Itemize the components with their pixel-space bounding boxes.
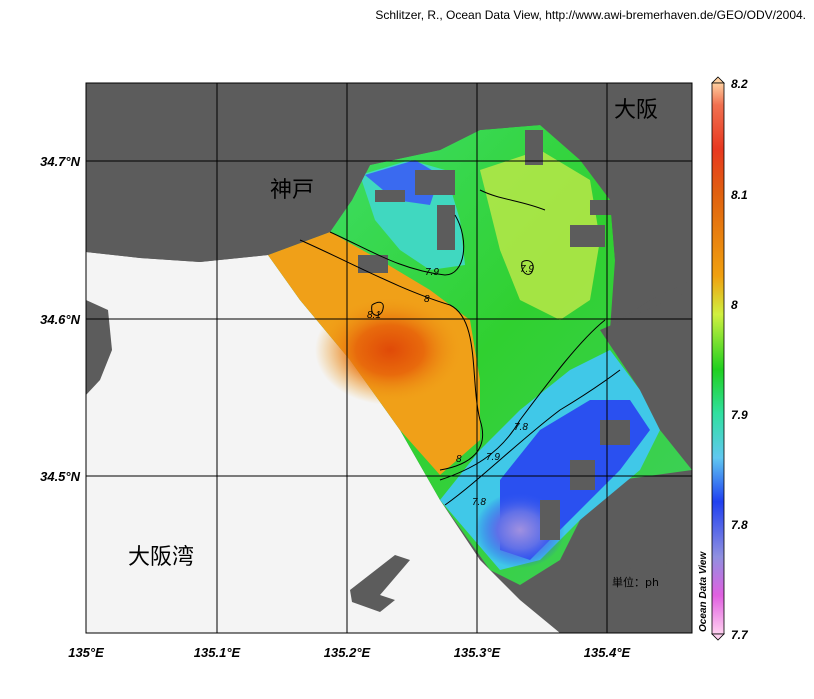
place-osaka: 大阪 <box>614 98 658 123</box>
colorbar-tick-8: 8 <box>731 298 738 312</box>
contour-label-1: 7.9 <box>425 267 439 278</box>
lon-tick-135-2: 135.2°E <box>324 645 371 660</box>
contour-label-4: 7.9 <box>520 264 534 275</box>
lon-tick-135-1: 135.1°E <box>194 645 241 660</box>
colorbar-tick-7-9: 7.9 <box>731 408 748 422</box>
pier-4 <box>358 255 388 273</box>
grid <box>86 83 692 633</box>
pier-10 <box>540 500 560 540</box>
contour-8 <box>299 239 484 471</box>
lat-tick-34-6: 34.6°N <box>40 312 81 327</box>
pier-6 <box>590 200 620 215</box>
contour-label-8: 7.8 <box>514 422 528 433</box>
pier-7 <box>525 130 543 165</box>
colorbar-bar <box>711 82 725 635</box>
lon-tick-135-3: 135.3°E <box>454 645 501 660</box>
land-south <box>560 560 692 633</box>
land-osaka <box>610 83 692 320</box>
contour-label-5: 8 <box>456 454 462 465</box>
credit-text: Schlitzer, R., Ocean Data View, http://w… <box>375 8 806 22</box>
lat-tick-34-5: 34.5°N <box>40 469 81 484</box>
colorbar: 8.2 8.1 8 7.9 7.8 7.7 Ocean Data View <box>698 76 749 642</box>
no-data-sea <box>86 252 560 633</box>
contour-lines <box>299 189 621 506</box>
colorbar-top-cap <box>711 76 725 84</box>
pier-8 <box>600 420 630 445</box>
unit-label: 単位：ph <box>612 575 659 589</box>
colorbar-tick-8-1: 8.1 <box>731 188 748 202</box>
land-awaji <box>86 300 112 395</box>
place-osaka-bay: 大阪湾 <box>128 545 194 570</box>
land-osaka-south <box>600 290 692 470</box>
pier-5 <box>570 225 605 247</box>
map-frame <box>85 82 693 634</box>
contour-label-7: 7.8 <box>472 497 486 508</box>
contour-north <box>479 189 546 211</box>
ph-field-yellow <box>480 150 600 320</box>
colorbar-bottom-cap <box>711 633 725 641</box>
colorbar-tick-8-2: 8.2 <box>731 77 748 91</box>
pier-3 <box>375 190 405 202</box>
land-island <box>350 555 410 612</box>
pier-2 <box>437 205 455 250</box>
pier-1 <box>415 170 455 195</box>
contour-label-6: 7.9 <box>486 452 500 463</box>
contour-ring <box>521 259 534 275</box>
contour-label-2: 8 <box>424 294 430 305</box>
map-area <box>86 83 692 633</box>
contour-7-9-se <box>439 319 606 481</box>
contour-7-9-nw <box>329 214 465 276</box>
place-kobe: 神戸 <box>270 178 314 203</box>
lon-tick-135-4: 135.4°E <box>584 645 631 660</box>
contour-8-1 <box>371 301 384 316</box>
contour-7-8-se <box>444 369 621 506</box>
lat-tick-34-7: 34.7°N <box>40 154 81 169</box>
colorbar-title: Ocean Data View <box>698 551 709 632</box>
contour-label-3: 8.1 <box>367 310 381 321</box>
colorbar-tick-7-7: 7.7 <box>731 628 749 642</box>
colorbar-tick-7-8: 7.8 <box>731 518 748 532</box>
pier-9 <box>570 460 595 490</box>
lon-tick-135: 135°E <box>68 645 104 660</box>
ph-field-red <box>315 295 465 405</box>
